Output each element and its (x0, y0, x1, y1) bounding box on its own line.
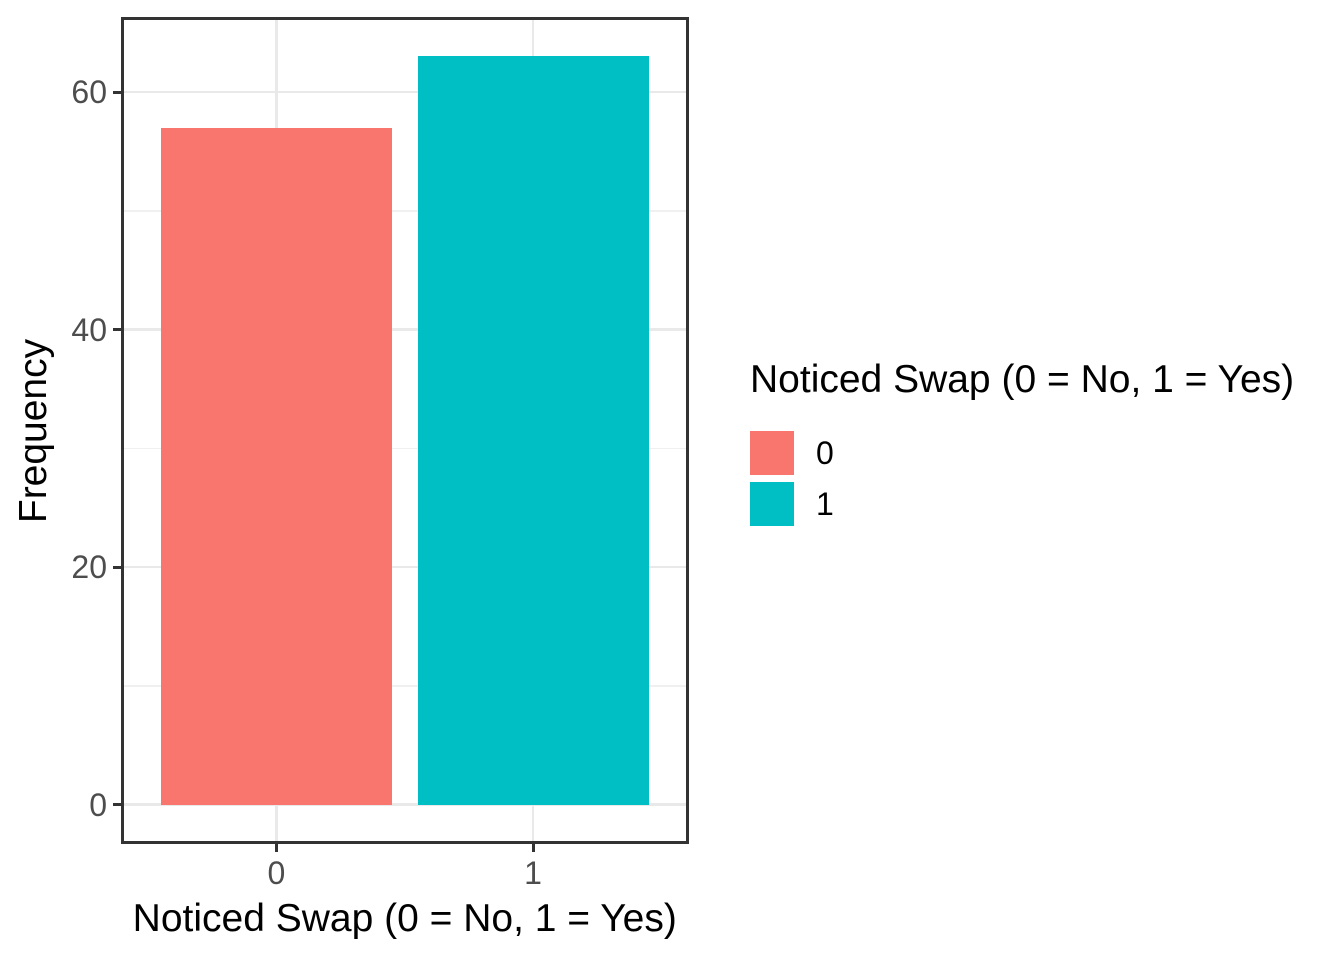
y-tick-label-0: 0 (89, 786, 107, 823)
legend-title: Noticed Swap (0 = No, 1 = Yes) (750, 358, 1295, 401)
bar-1 (417, 56, 649, 805)
legend-item-1: 1 (750, 482, 1330, 526)
gridline-minor-y10 (122, 685, 687, 687)
legend-label-0: 0 (816, 435, 834, 471)
legend-swatch-0 (750, 431, 794, 475)
gridline-major-y20 (122, 565, 687, 569)
gridline-major-y60 (122, 90, 687, 94)
y-tick-0 (112, 803, 122, 807)
y-tick-label-40: 40 (71, 311, 107, 348)
legend-item-0: 0 (750, 431, 1330, 475)
x-axis-title: Noticed Swap (0 = No, 1 = Yes) (132, 897, 677, 940)
y-tick-label-60: 60 (71, 74, 107, 111)
x-tick-0 (274, 843, 278, 852)
gridline-minor-y50 (122, 210, 687, 212)
y-tick-40 (112, 328, 122, 332)
legend-swatch-1 (750, 482, 794, 526)
x-tick-label-1: 1 (524, 855, 542, 891)
y-tick-60 (112, 90, 122, 94)
y-tick-label-20: 20 (71, 549, 107, 586)
y-axis-title: Frequency (12, 338, 55, 524)
legend-label-1: 1 (816, 486, 834, 522)
x-tick-1 (531, 843, 535, 852)
y-tick-20 (112, 565, 122, 569)
plot-panel (122, 19, 687, 842)
gridline-major-y0 (122, 803, 687, 806)
x-tick-label-0: 0 (267, 855, 286, 891)
gridline-major-y40 (122, 328, 687, 331)
bar-0 (160, 127, 392, 805)
gridline-minor-y30 (122, 447, 687, 450)
